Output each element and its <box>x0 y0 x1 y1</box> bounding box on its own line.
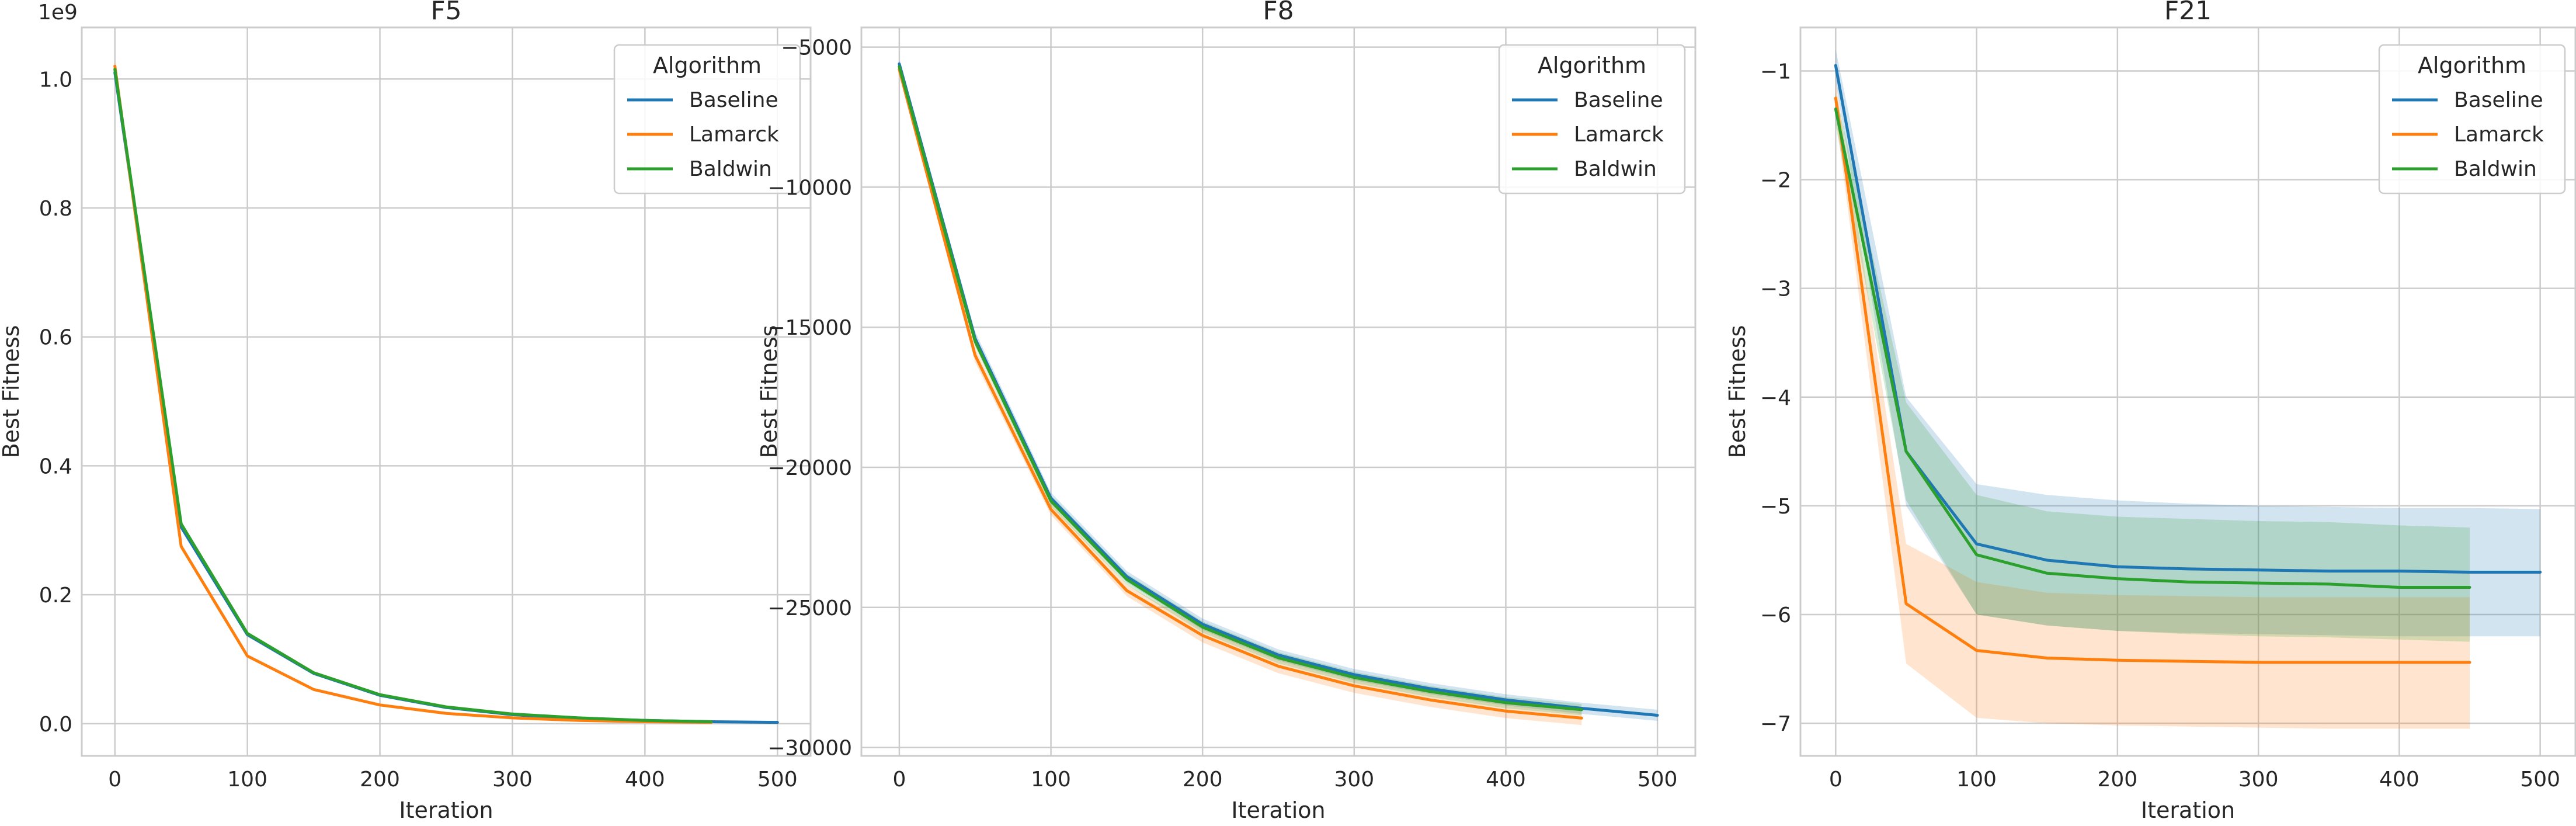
y-tick-label: −25000 <box>767 596 852 620</box>
panel-f5: 0 100 200 300 400 500 0.0 0.2 0.4 0.6 0.8 1.0 1e9 F5 I… <box>0 0 812 823</box>
legend-entry-lamarck: Lamarck <box>1574 123 1664 147</box>
y-tick-label: −4 <box>1760 386 1791 410</box>
legend-title: Algorithm <box>653 53 762 78</box>
y-offset-label: 1e9 <box>38 1 78 25</box>
series-group <box>898 60 1659 726</box>
y-tick-label: 0.2 <box>39 584 72 608</box>
y-tick-label: −5000 <box>781 36 852 60</box>
y-tick-label: −15000 <box>767 316 852 340</box>
legend-title: Algorithm <box>1538 53 1646 78</box>
panel-f8: 0 100 200 300 400 500 −30000 −25000 −20000 −15000… <box>756 0 1697 823</box>
y-tick-label: −6 <box>1760 603 1791 627</box>
series-group <box>1834 49 2542 729</box>
legend-box <box>1498 44 1686 195</box>
x-tick-label: 500 <box>2520 768 2560 792</box>
x-axis-label: Iteration <box>1231 797 1325 823</box>
legend-entry-lamarck: Lamarck <box>689 123 779 147</box>
chart-title: F21 <box>2164 0 2212 26</box>
legend-title: Algorithm <box>2418 53 2526 78</box>
x-tick-label: 500 <box>1638 768 1678 792</box>
series-group <box>113 64 779 724</box>
y-axis-label: Best Fitness <box>1725 325 1750 459</box>
x-tick-label: 0 <box>1829 768 1843 792</box>
y-tick-label: −1 <box>1760 60 1791 84</box>
series-line-baseline <box>1834 64 2542 574</box>
confidence-band-baseline <box>1835 49 2540 637</box>
series-line-lamarck <box>113 64 713 724</box>
x-tick-label: 200 <box>2098 768 2138 792</box>
axes-frame <box>81 26 812 757</box>
x-tick-label: 0 <box>108 768 121 792</box>
y-tick-label: −2 <box>1760 169 1791 193</box>
x-tick-label: 100 <box>1031 768 1071 792</box>
y-tick-label: 0.8 <box>39 197 72 221</box>
y-tick-label: 1.0 <box>39 68 72 92</box>
y-tick-label: 0.4 <box>39 454 72 478</box>
legend: Algorithm Baseline Lamarck Baldwin <box>613 44 801 195</box>
legend-entry-baseline: Baseline <box>2454 88 2543 112</box>
x-tick-label: 400 <box>2379 768 2419 792</box>
legend-entry-baldwin: Baldwin <box>689 157 772 181</box>
legend-entry-baseline: Baseline <box>1574 88 1663 112</box>
series-line-baldwin <box>1834 107 2471 589</box>
y-tick-label: 0.0 <box>39 713 72 737</box>
x-axis-label: Iteration <box>399 797 493 823</box>
legend-box <box>613 44 801 195</box>
x-tick-label: 300 <box>1334 768 1374 792</box>
chart-title: F5 <box>430 0 461 26</box>
y-tick-label: −30000 <box>767 737 852 761</box>
series-line-baldwin <box>113 68 713 723</box>
x-tick-label: 300 <box>2238 768 2279 792</box>
x-tick-label: 200 <box>360 768 400 792</box>
confidence-band-baldwin <box>1835 92 2470 642</box>
chart-title: F8 <box>1263 0 1294 26</box>
legend-entry-baldwin: Baldwin <box>2454 157 2537 181</box>
y-tick-label: −3 <box>1760 277 1791 301</box>
legend: Algorithm Baseline Lamarck Baldwin <box>1498 44 1686 195</box>
y-axis-label: Best Fitness <box>0 325 24 459</box>
x-tick-label: 400 <box>1486 768 1526 792</box>
axes-frame <box>860 26 1697 757</box>
series-line-baldwin <box>898 65 1583 712</box>
x-tick-label: 300 <box>492 768 533 792</box>
panel-f21: 0 100 200 300 400 500 −7 −6 −5 −4 −3 −2 −1 F21 Iterati… <box>1725 0 2576 823</box>
legend-entry-baldwin: Baldwin <box>1574 157 1657 181</box>
x-tick-label: 200 <box>1183 768 1223 792</box>
y-tick-label: −5 <box>1760 495 1791 519</box>
x-tick-label: 100 <box>227 768 267 792</box>
x-tick-label: 500 <box>757 768 798 792</box>
y-tick-label: 0.6 <box>39 326 72 350</box>
legend-entry-baseline: Baseline <box>689 88 778 112</box>
y-tick-label: −20000 <box>767 456 852 480</box>
legend: Algorithm Baseline Lamarck Baldwin <box>2378 44 2566 195</box>
x-tick-label: 400 <box>625 768 665 792</box>
series-line-lamarck <box>1834 96 2471 664</box>
y-tick-label: −7 <box>1760 712 1791 736</box>
axes-frame <box>1799 26 2576 757</box>
x-tick-label: 100 <box>1956 768 1997 792</box>
legend-box <box>2378 44 2566 195</box>
legend-entry-lamarck: Lamarck <box>2454 123 2544 147</box>
x-tick-label: 0 <box>892 768 906 792</box>
x-axis-label: Iteration <box>2141 797 2235 823</box>
series-line-lamarck <box>898 68 1583 720</box>
y-axis-label: Best Fitness <box>756 325 782 459</box>
y-tick-label: −10000 <box>767 176 852 200</box>
confidence-band-lamarck <box>1835 82 2470 729</box>
